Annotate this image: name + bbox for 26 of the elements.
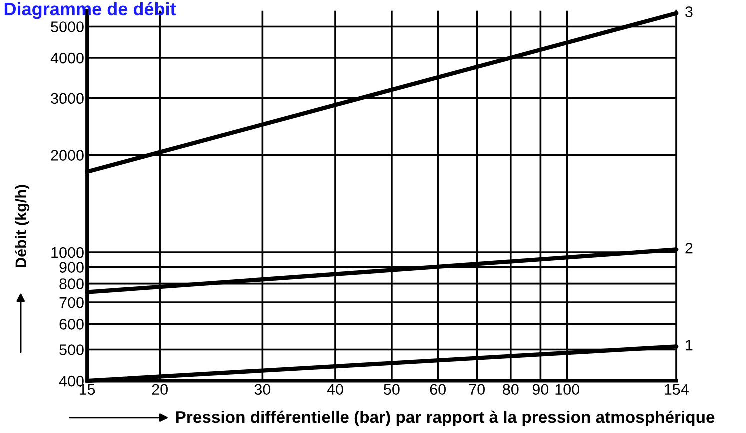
x-tick-label: 20 xyxy=(152,384,168,396)
y-tick-label: 800 xyxy=(60,278,84,290)
y-tick-label: 900 xyxy=(60,262,84,273)
y-tick-label: 4000 xyxy=(50,52,84,64)
x-tick-label: 100 xyxy=(556,384,580,396)
x-tick-label: 70 xyxy=(469,384,485,396)
chart-title: Diagramme de débit xyxy=(4,2,176,20)
y-tick-label: 3000 xyxy=(51,93,84,104)
y-tick-label: 500 xyxy=(60,344,84,356)
y-tick-label: 700 xyxy=(60,297,84,308)
x-tick-label: 90 xyxy=(532,384,549,396)
x-tick-label: 50 xyxy=(384,384,400,396)
x-tick-label: 40 xyxy=(327,384,344,396)
y-axis-title: Débit (kg/h) xyxy=(15,185,30,268)
y-tick-label: 1000 xyxy=(52,247,84,258)
series-label: 3 xyxy=(686,6,693,18)
series-label: 2 xyxy=(686,243,693,254)
series-label: 1 xyxy=(686,340,693,351)
x-tick-label: 30 xyxy=(254,384,271,396)
x-tick-label: 154 xyxy=(665,384,689,396)
y-tick-label: 600 xyxy=(60,319,84,330)
y-tick-label: 5000 xyxy=(51,22,84,32)
x-tick-label: 80 xyxy=(503,384,519,396)
x-axis-title: Pression différentielle (bar) par rapport à la pression atmosphérique xyxy=(176,410,715,427)
y-tick-label: 2000 xyxy=(51,150,84,161)
x-tick-label: 60 xyxy=(430,384,446,396)
